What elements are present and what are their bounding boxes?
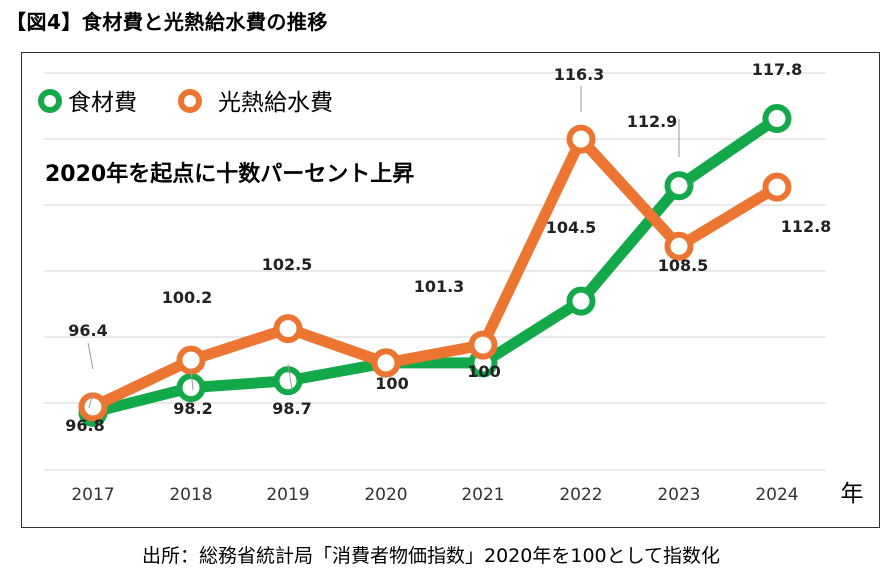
x-tick-label: 2022	[559, 485, 602, 505]
data-point	[176, 373, 206, 403]
data-label: 112.9	[627, 112, 678, 131]
figure-title: 【図4】食材費と光熱給水費の推移	[6, 10, 328, 34]
data-labels-0: 96.4 98.2 98.7 100 100 104.5 112.9 117.8	[68, 60, 802, 418]
data-label: 100.2	[162, 288, 213, 307]
data-point	[371, 348, 401, 378]
data-label: 96.8	[65, 416, 104, 435]
legend-label: 食材費	[68, 90, 137, 116]
data-label: 100	[375, 374, 408, 393]
legend-marker	[38, 89, 62, 113]
data-point	[566, 124, 596, 154]
data-label: 108.5	[658, 256, 709, 275]
data-point	[78, 392, 108, 422]
legend-marker	[178, 89, 202, 113]
data-label: 98.7	[272, 399, 311, 418]
data-point	[566, 286, 596, 316]
chart-annotation: 2020年を起点に十数パーセント上昇	[45, 161, 414, 187]
x-tick-label: 2018	[169, 485, 212, 505]
data-point	[664, 171, 694, 201]
leader-line	[190, 368, 194, 391]
data-label: 117.8	[752, 60, 803, 79]
data-point	[273, 366, 303, 396]
data-point	[176, 345, 206, 375]
data-label: 101.3	[414, 277, 465, 296]
series-line	[87, 133, 783, 413]
data-point	[468, 330, 498, 360]
x-tick-label: 2021	[461, 485, 504, 505]
gridlines	[44, 72, 826, 471]
source-note: 出所：総務省統計局「消費者物価指数」2020年を100として指数化	[142, 545, 721, 567]
data-point	[762, 104, 792, 134]
data-label: 104.5	[546, 218, 597, 237]
data-label: 98.2	[173, 399, 212, 418]
leader-line	[88, 392, 94, 409]
x-tick-label: 2023	[657, 485, 700, 505]
legend: 食材費 光熱給水費	[38, 89, 333, 116]
data-point	[273, 314, 303, 344]
x-tick-label: 2024	[755, 485, 798, 505]
data-label: 112.8	[781, 217, 832, 236]
x-axis-label: 年	[841, 481, 864, 507]
series-1	[78, 124, 792, 422]
data-point	[762, 172, 792, 202]
x-tick-label: 2020	[364, 485, 407, 505]
data-label: 100	[467, 362, 500, 381]
x-tick-label: 2019	[266, 485, 309, 505]
x-tick-label: 2017	[71, 485, 114, 505]
data-label: 102.5	[262, 255, 313, 274]
data-labels-1: 96.8 100.2 102.5 101.3 116.3 108.5 112.8	[65, 65, 831, 435]
chart-frame	[21, 52, 880, 528]
series-line	[87, 113, 783, 418]
leader-line	[287, 363, 293, 391]
data-point	[664, 231, 694, 261]
legend-label: 光熱給水費	[218, 90, 333, 116]
leader-line	[87, 342, 94, 370]
data-label: 116.3	[554, 65, 605, 84]
x-tick-labels: 2017 2018 2019 2020 2021 2022 2023 2024	[71, 485, 798, 505]
data-label: 96.4	[68, 321, 107, 340]
